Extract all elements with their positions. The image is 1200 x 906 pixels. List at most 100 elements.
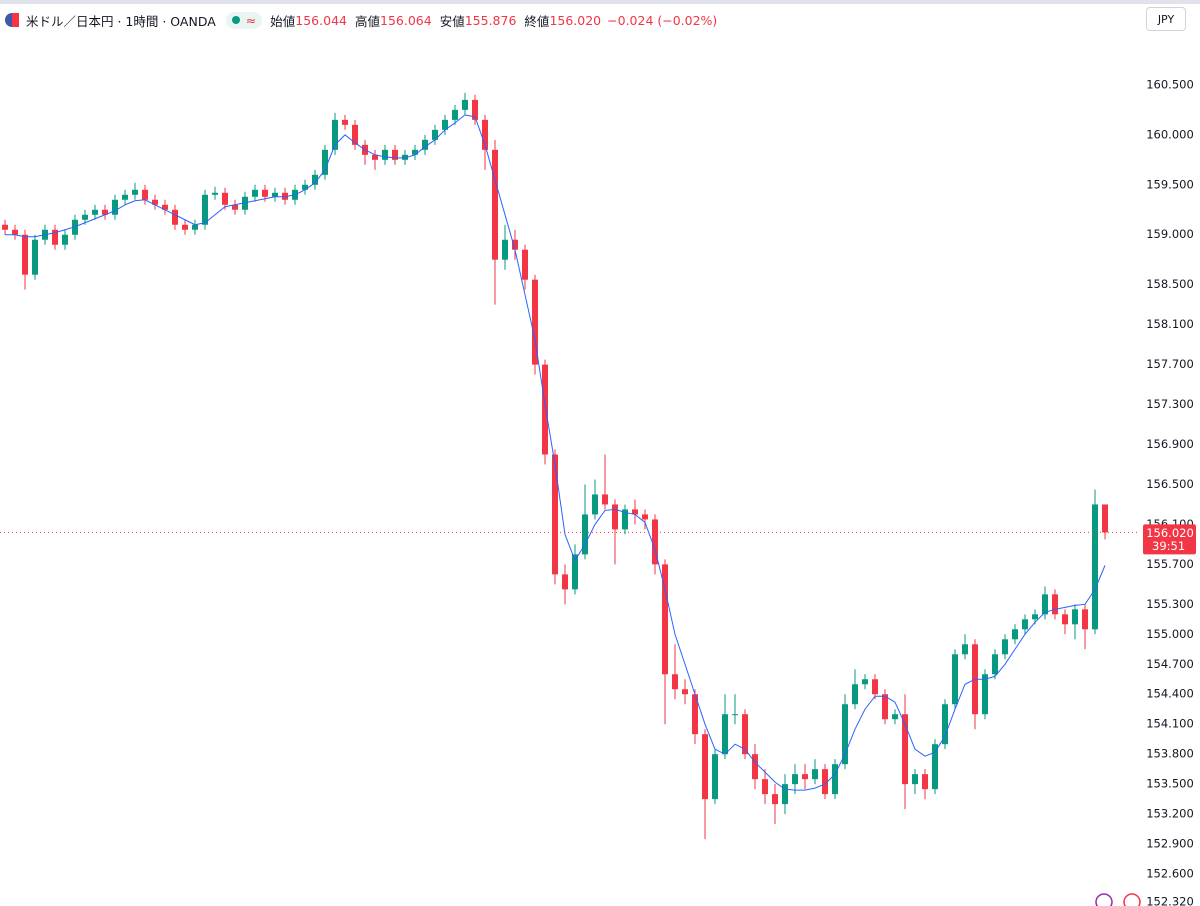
y-tick-label: 154.700 (1146, 657, 1194, 671)
candle-body (982, 674, 988, 715)
moving-average (5, 114, 1106, 791)
candle-body (682, 689, 688, 695)
candle-body (112, 199, 118, 215)
y-tick-label: 157.300 (1146, 397, 1194, 411)
symbol[interactable]: 米ドル／日本円 · 1時間 · OANDA (26, 13, 216, 29)
low-label: 安値 (439, 13, 465, 29)
open-label: 始値 (270, 13, 296, 29)
candle-body (752, 754, 758, 780)
candle-body (1002, 639, 1008, 655)
candle-body (722, 714, 728, 755)
candle-body (742, 714, 748, 755)
candle-body (1092, 504, 1098, 630)
currency-button[interactable]: JPY (1146, 7, 1186, 31)
low-value: 155.876 (464, 12, 517, 28)
y-tick-label: 156.500 (1146, 477, 1194, 491)
candle-body (272, 192, 278, 197)
candle-body (372, 154, 378, 160)
candle-body (732, 714, 738, 716)
corner-icons (1095, 893, 1141, 906)
candle-body (602, 494, 608, 505)
y-tick-label: 160.000 (1146, 127, 1194, 141)
y-tick-label: 156.900 (1146, 437, 1194, 451)
candle-body (582, 514, 588, 555)
candle-body (302, 184, 308, 190)
candle-body (102, 209, 108, 215)
candle-body (182, 224, 188, 230)
status-pill[interactable]: ≈ (225, 11, 263, 29)
candle-body (522, 249, 528, 280)
close-value: 156.020 (549, 12, 602, 28)
candle-body (912, 774, 918, 785)
y-tick-label: 159.000 (1146, 227, 1194, 241)
candle-body (702, 734, 708, 800)
candle-body (482, 119, 488, 150)
candle-body (382, 149, 388, 160)
candle-body (452, 109, 458, 120)
candle-body (952, 654, 958, 705)
candle-body (832, 764, 838, 795)
candle-body (562, 574, 568, 590)
candle-body (792, 774, 798, 785)
candle-body (152, 199, 158, 205)
y-tick-label: 153.200 (1146, 807, 1194, 821)
plot: 160.500 160.000 159.500 159.000 158.500 158.1… (0, 77, 1196, 906)
candle-body (672, 674, 678, 690)
candle-body (332, 119, 338, 150)
last-price-box (1143, 524, 1196, 555)
candle-body (822, 769, 828, 795)
y-tick-label: 155.000 (1146, 627, 1194, 641)
candle-body (532, 279, 538, 365)
candle-body (812, 769, 818, 780)
candle-body (592, 494, 598, 515)
candle-body (712, 754, 718, 800)
y-tick-label: 155.300 (1146, 597, 1194, 611)
candle-body (132, 189, 138, 195)
candle-body (1102, 504, 1108, 533)
candle-body (842, 704, 848, 765)
candle-body (502, 239, 508, 260)
candle-body (1052, 594, 1058, 615)
candle-body (312, 174, 318, 185)
candle-body (1032, 614, 1038, 620)
candle-body (222, 192, 228, 205)
y-tick-label: 154.100 (1146, 717, 1194, 731)
candle-body (692, 694, 698, 735)
candle-body (902, 714, 908, 785)
icon[interactable] (1123, 893, 1141, 906)
candle-body (22, 234, 28, 275)
y-tick-label: 157.700 (1146, 357, 1194, 371)
candle-body (802, 774, 808, 780)
candle-body (432, 129, 438, 140)
y-tick-label: 152.320 (1146, 895, 1194, 906)
candle-body (1012, 629, 1018, 640)
candle-body (662, 564, 668, 675)
last-price-label: 156.020 (1146, 526, 1194, 540)
candle-body (472, 99, 478, 120)
candle-body (1082, 609, 1088, 630)
change: −0.024 (−0.02%) (607, 12, 718, 28)
icon[interactable] (1095, 893, 1113, 906)
candle-body (632, 509, 638, 515)
candle-body (62, 234, 68, 245)
candle-body (1042, 594, 1048, 615)
candle-body (932, 744, 938, 790)
candle-body (992, 654, 998, 675)
candle-body (542, 364, 548, 455)
candle-body (892, 714, 898, 720)
candle-body (172, 209, 178, 225)
candle-body (122, 194, 128, 200)
candle-body (422, 139, 428, 150)
y-tick-label: 152.900 (1146, 837, 1194, 851)
candle-body (252, 189, 258, 197)
candle-body (512, 239, 518, 250)
y-tick-label: 158.100 (1146, 317, 1194, 331)
candle-body (942, 704, 948, 745)
candle-body (492, 149, 498, 260)
candle-body (412, 149, 418, 155)
candle-body (872, 679, 878, 695)
candle-body (262, 189, 268, 197)
candle-body (82, 214, 88, 220)
